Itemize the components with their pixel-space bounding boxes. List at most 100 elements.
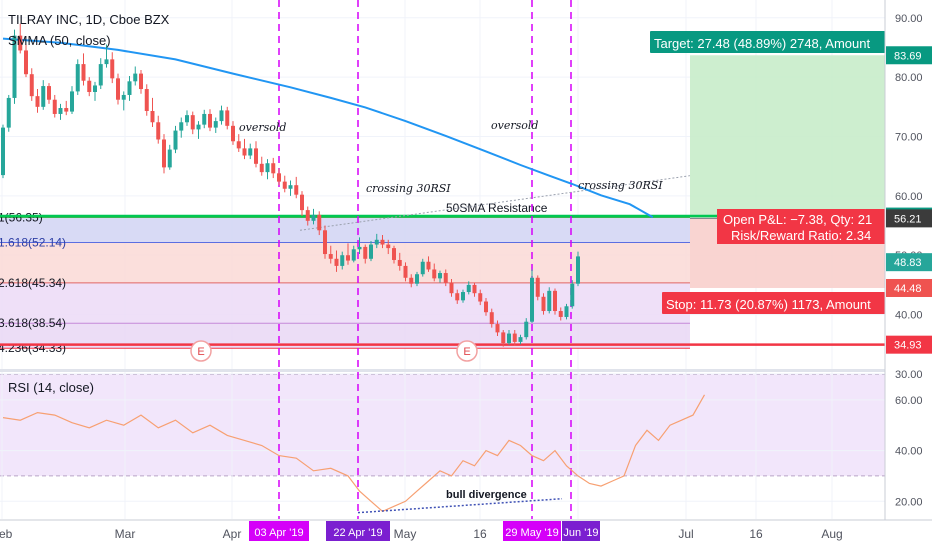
time-axis-date-badge[interactable]: 22 Apr '19: [326, 521, 390, 541]
candle[interactable]: [478, 289, 483, 306]
rsi-indicator-label[interactable]: RSI (14, close): [8, 380, 94, 395]
smma-indicator-label[interactable]: SMMA (50, close): [8, 33, 111, 48]
candle[interactable]: [179, 117, 184, 138]
candle[interactable]: [144, 84, 149, 116]
candle[interactable]: [167, 144, 172, 170]
candle[interactable]: [294, 176, 299, 199]
candle[interactable]: [190, 111, 195, 135]
candle[interactable]: [374, 233, 379, 249]
candle[interactable]: [242, 138, 247, 160]
candle[interactable]: [47, 83, 51, 104]
candle[interactable]: [64, 100, 69, 116]
symbol-title[interactable]: TILRAY INC, 1D, Cboe BZX: [8, 12, 170, 27]
candle[interactable]: [438, 270, 442, 283]
candle[interactable]: [558, 307, 563, 321]
candle[interactable]: [70, 86, 74, 114]
candle[interactable]: [104, 44, 109, 68]
candle[interactable]: [87, 77, 92, 97]
rsi-line[interactable]: [2, 394, 706, 513]
candle[interactable]: [346, 243, 350, 265]
candle[interactable]: [357, 237, 362, 255]
candle[interactable]: [449, 278, 454, 297]
candle[interactable]: [317, 211, 322, 236]
candle[interactable]: [564, 303, 569, 320]
candle[interactable]: [397, 252, 402, 271]
candle[interactable]: [507, 330, 511, 345]
candle[interactable]: [173, 125, 178, 154]
candle[interactable]: [351, 245, 356, 263]
candle[interactable]: [127, 75, 132, 101]
candle[interactable]: [156, 115, 161, 144]
candle[interactable]: [409, 274, 414, 288]
price-badge[interactable]: 44.48: [886, 278, 932, 297]
candle[interactable]: [328, 245, 333, 264]
candle[interactable]: [24, 44, 28, 78]
earnings-marker[interactable]: E: [190, 340, 212, 362]
candle[interactable]: [311, 208, 316, 225]
candle[interactable]: [202, 109, 207, 129]
candle[interactable]: [93, 81, 97, 101]
candle[interactable]: [535, 275, 540, 301]
candle[interactable]: [426, 256, 431, 272]
candle[interactable]: [489, 308, 494, 328]
candle[interactable]: [282, 175, 287, 193]
candle[interactable]: [547, 287, 552, 314]
candle[interactable]: [116, 73, 120, 105]
candle[interactable]: [369, 240, 373, 262]
price-badge[interactable]: 34.93: [886, 335, 932, 354]
candle[interactable]: [1, 124, 5, 179]
candle[interactable]: [576, 251, 580, 287]
candle[interactable]: [248, 143, 253, 160]
candle[interactable]: [6, 94, 11, 132]
candle[interactable]: [98, 58, 103, 90]
candle[interactable]: [415, 271, 419, 287]
smma-line[interactable]: [2, 37, 654, 219]
candle[interactable]: [12, 29, 17, 104]
candle[interactable]: [29, 68, 34, 101]
time-axis-date-badge[interactable]: 03 Apr '19: [249, 521, 309, 541]
candle[interactable]: [208, 109, 212, 132]
candle[interactable]: [363, 244, 368, 264]
position-target-label[interactable]: Target: 27.48 (48.89%) 2748, Amount: [650, 31, 885, 53]
candle[interactable]: [121, 91, 126, 111]
candle[interactable]: [524, 318, 529, 340]
candle[interactable]: [495, 320, 500, 336]
candle[interactable]: [75, 59, 80, 95]
candle[interactable]: [236, 134, 241, 152]
position-target-zone[interactable]: [690, 55, 885, 219]
candle[interactable]: [150, 97, 155, 128]
candle[interactable]: [432, 263, 437, 282]
candle[interactable]: [259, 156, 264, 176]
candle[interactable]: [512, 330, 517, 346]
candle[interactable]: [461, 289, 465, 303]
candle[interactable]: [110, 52, 115, 84]
position-stop-label[interactable]: Stop: 11.73 (20.87%) 1173, Amount: [662, 292, 885, 314]
candle[interactable]: [162, 134, 166, 174]
candle[interactable]: [518, 334, 523, 345]
candle[interactable]: [196, 121, 201, 139]
price-badge[interactable]: 48.83: [886, 253, 932, 272]
candle[interactable]: [225, 106, 230, 130]
candle[interactable]: [18, 23, 23, 54]
candle[interactable]: [501, 330, 506, 347]
candle[interactable]: [265, 159, 270, 180]
candle[interactable]: [277, 168, 281, 186]
candle[interactable]: [81, 53, 86, 86]
rsi-cross-trendline[interactable]: [299, 175, 691, 231]
candle[interactable]: [472, 282, 477, 297]
candle[interactable]: [541, 293, 546, 315]
candle[interactable]: [553, 288, 557, 315]
candle[interactable]: [484, 297, 488, 316]
candle[interactable]: [288, 180, 293, 196]
candle[interactable]: [323, 225, 327, 259]
candle[interactable]: [35, 89, 40, 113]
candle[interactable]: [570, 280, 575, 309]
pane-separator[interactable]: [0, 369, 885, 372]
candle[interactable]: [52, 94, 57, 118]
candle[interactable]: [334, 250, 339, 272]
price-badge[interactable]: 56.21: [886, 209, 932, 228]
candle[interactable]: [420, 258, 425, 277]
candle[interactable]: [443, 269, 448, 287]
